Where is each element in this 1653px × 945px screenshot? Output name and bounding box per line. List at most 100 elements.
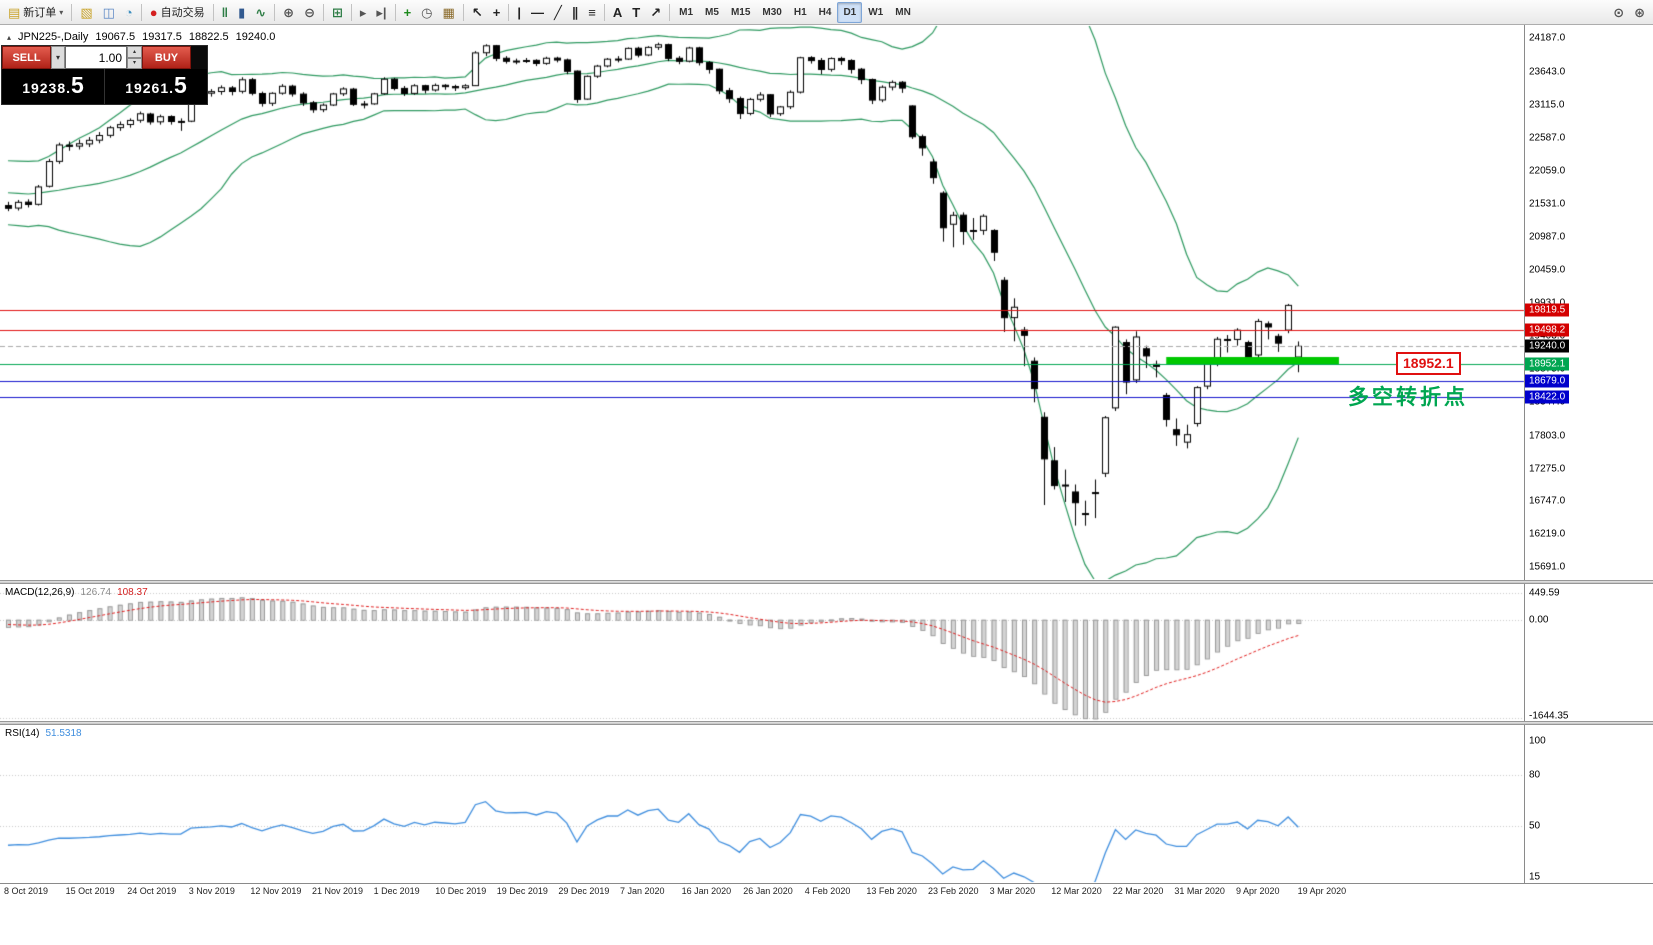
bar-chart-icon: ‖ xyxy=(221,4,229,20)
tf-w1-button[interactable]: W1 xyxy=(862,2,889,23)
rsi-label: RSI(14) 51.5318 xyxy=(5,728,82,739)
tf-m30-button-label: M30 xyxy=(762,6,782,18)
buy-button[interactable]: BUY xyxy=(142,46,191,69)
sell-button[interactable]: SELL xyxy=(2,46,51,69)
turning-point-label[interactable]: 多空转折点 xyxy=(1348,386,1468,409)
tile-windows-button[interactable]: ⊞ xyxy=(327,2,348,23)
line-chart-button[interactable]: ∿ xyxy=(250,2,271,23)
toolbar: ▤ 新订单 ▾ ▧ ◫ ◔ ● 自动交易 ‖ ▮ ∿ ⊕ ⊖ ⊞ ▸ ▸| + ◷ ▦ ↖ + | — ╱ ∥ ≡ A T ↗ M1 M5 M… xyxy=(0,0,1653,25)
tf-h1-button-label: H1 xyxy=(793,6,807,18)
rsi-scale-label: 50 xyxy=(1529,820,1541,832)
symbol-marker-icon: ▴ xyxy=(7,32,12,42)
bar-chart-button[interactable]: ‖ xyxy=(217,2,233,23)
profiles-icon[interactable]: ◫ xyxy=(98,2,120,23)
data-window-icon[interactable]: ◔ xyxy=(120,2,138,23)
rsi-name: RSI(14) xyxy=(5,728,40,739)
panel-separator[interactable] xyxy=(0,580,1653,584)
search-symbol-icon: ⊙ xyxy=(1613,4,1625,20)
channel-button[interactable]: ∥ xyxy=(567,2,584,23)
arrows-icon: ↗ xyxy=(650,4,662,20)
panel-separator[interactable] xyxy=(0,721,1653,725)
zoom-in-button[interactable]: ⊕ xyxy=(278,2,299,23)
indicators-icon: + xyxy=(403,4,412,20)
quote-open: 19067.5 xyxy=(95,31,136,43)
tf-h4-button[interactable]: H4 xyxy=(813,2,838,23)
vertical-line-button[interactable]: | xyxy=(512,2,526,23)
date-axis-label: 19 Apr 2020 xyxy=(1297,886,1347,896)
date-axis-label: 3 Mar 2020 xyxy=(989,886,1036,896)
chevron-down-icon: ▾ xyxy=(59,7,64,17)
date-axis-label: 19 Dec 2019 xyxy=(496,886,548,896)
price-line-label[interactable]: 19819.5 xyxy=(1525,303,1570,317)
tf-m5-button[interactable]: M5 xyxy=(699,2,725,23)
tf-m1-button-label: M1 xyxy=(679,6,694,18)
date-axis-label: 31 Mar 2020 xyxy=(1174,886,1225,896)
horizontal-line-button[interactable]: — xyxy=(526,2,549,23)
price-tick: 21531.0 xyxy=(1529,198,1566,210)
text-icon: A xyxy=(612,4,623,20)
quick-search-button[interactable]: ⊛ xyxy=(1629,2,1650,23)
date-axis-label: 15 Oct 2019 xyxy=(65,886,115,896)
price-line-label[interactable]: 19498.2 xyxy=(1525,323,1570,337)
indicators-button[interactable]: + xyxy=(399,2,417,23)
periods-button[interactable]: ◷ xyxy=(416,2,437,23)
tf-h1-button[interactable]: H1 xyxy=(788,2,813,23)
volume-dropdown-button[interactable]: ▾ xyxy=(51,46,65,69)
cursor-icon: ↖ xyxy=(471,4,483,20)
chart-shift-button[interactable]: ▸| xyxy=(371,2,391,23)
price-line-label[interactable]: 19240.0 xyxy=(1525,339,1570,353)
cursor-button[interactable]: ↖ xyxy=(467,2,488,23)
fibonacci-button[interactable]: ≡ xyxy=(583,2,601,23)
volume-input[interactable] xyxy=(65,46,127,69)
price-line-label[interactable]: 18952.1 xyxy=(1525,357,1570,371)
new-order-button[interactable]: ▤ 新订单 ▾ xyxy=(3,2,68,23)
tf-m5-button-label: M5 xyxy=(705,6,719,18)
one-click-trading-panel: SELL ▾ ▴ ▾ BUY 19238.5 19261.5 xyxy=(1,45,208,105)
data-window-icon-icon: ◔ xyxy=(124,4,133,20)
rsi-scale-label: 15 xyxy=(1529,871,1541,883)
tf-d1-button[interactable]: D1 xyxy=(837,1,863,23)
price-annotation-box[interactable]: 18952.1 xyxy=(1396,352,1461,376)
toolbar-separator xyxy=(350,3,352,21)
date-axis-label: 13 Feb 2020 xyxy=(866,886,917,896)
volume-down-button[interactable]: ▾ xyxy=(127,57,142,69)
trendline-button[interactable]: ╱ xyxy=(549,2,567,23)
price-tick: 20459.0 xyxy=(1529,264,1566,276)
date-axis-label: 12 Nov 2019 xyxy=(250,886,302,896)
price-main-digits: 19261. xyxy=(125,80,175,96)
toolbar-separator xyxy=(669,3,671,21)
autotrading-button[interactable]: ● 自动交易 xyxy=(145,2,210,23)
price-line-label[interactable]: 18422.0 xyxy=(1525,390,1570,404)
candlestick-chart-button[interactable]: ▮ xyxy=(233,2,250,23)
toolbar-separator xyxy=(603,3,605,21)
toolbar-separator xyxy=(212,3,214,21)
auto-scroll-button[interactable]: ▸ xyxy=(355,2,372,23)
price-tick: 16219.0 xyxy=(1529,528,1566,540)
price-tick: 17275.0 xyxy=(1529,463,1566,475)
profiles-icon-icon: ◫ xyxy=(102,4,115,20)
chart-profile-icon[interactable]: ▧ xyxy=(75,2,97,23)
tf-mn-button[interactable]: MN xyxy=(889,2,917,23)
quote-close: 19240.0 xyxy=(235,31,276,43)
macd-main-value: 126.74 xyxy=(80,587,112,598)
price-tick: 19931.0 xyxy=(1529,298,1565,309)
text-label-button[interactable]: T xyxy=(627,2,645,23)
buy-price[interactable]: 19261. 5 xyxy=(105,69,207,104)
templates-button[interactable]: ▦ xyxy=(438,2,460,23)
sell-price[interactable]: 19238. 5 xyxy=(2,69,105,104)
tf-m15-button[interactable]: M15 xyxy=(725,2,756,23)
autotrading-button-label: 自动交易 xyxy=(160,7,205,19)
tf-m30-button[interactable]: M30 xyxy=(756,2,787,23)
search-symbol-button[interactable]: ⊙ xyxy=(1608,2,1629,23)
arrows-button[interactable]: ↗ xyxy=(645,2,666,23)
volume-up-button[interactable]: ▴ xyxy=(127,46,142,58)
price-tick: 23643.0 xyxy=(1529,66,1566,78)
text-button[interactable]: A xyxy=(608,2,627,23)
macd-scale-label: 449.59 xyxy=(1529,587,1560,599)
price-line-label[interactable]: 18679.0 xyxy=(1525,374,1570,388)
tf-m1-button[interactable]: M1 xyxy=(673,2,699,23)
tf-w1-button-label: W1 xyxy=(868,6,884,18)
crosshair-button[interactable]: + xyxy=(488,2,506,23)
zoom-out-button[interactable]: ⊖ xyxy=(299,2,320,23)
